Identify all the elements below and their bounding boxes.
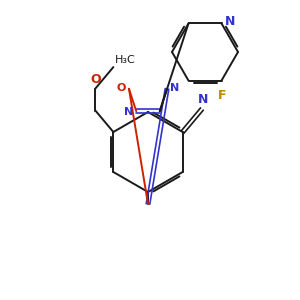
Text: N: N (224, 15, 235, 28)
Text: F: F (218, 88, 227, 102)
Text: N: N (124, 107, 133, 117)
Text: H₃C: H₃C (116, 55, 136, 65)
Text: N: N (198, 93, 208, 106)
Text: O: O (90, 73, 101, 85)
Text: O: O (117, 83, 126, 93)
Text: N: N (170, 83, 179, 93)
